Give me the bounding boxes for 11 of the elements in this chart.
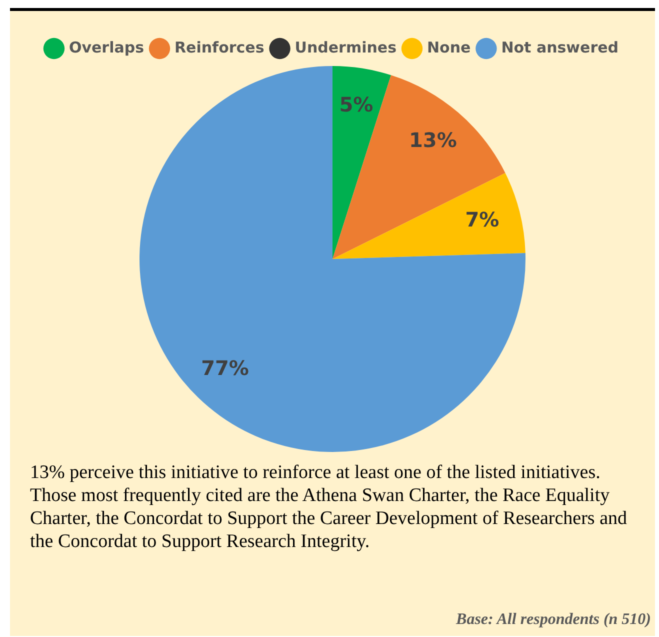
- text: Base: All respondents (n 510): [456, 611, 651, 629]
- legend-label: Not answered: [501, 38, 619, 56]
- text: 13% perceive this initiative to reinforce at least one of the listed initiatives. Those most frequently cited are the Athena Swan Charter, the Race Equality Charter, the Concordat to Support the Career Development of Researchers and the Concordat to Support Research Integrity.: [30, 461, 628, 553]
- data-label: 13%: [409, 128, 457, 152]
- data-label: 7%: [465, 208, 500, 232]
- legend-label: None: [426, 38, 471, 56]
- data-label: 77%: [201, 356, 249, 380]
- legend-label: Overlaps: [68, 38, 144, 56]
- legend-label: Reinforces: [174, 38, 264, 56]
- legend-label: Undermines: [294, 38, 397, 56]
- data-label: 5%: [339, 92, 374, 117]
